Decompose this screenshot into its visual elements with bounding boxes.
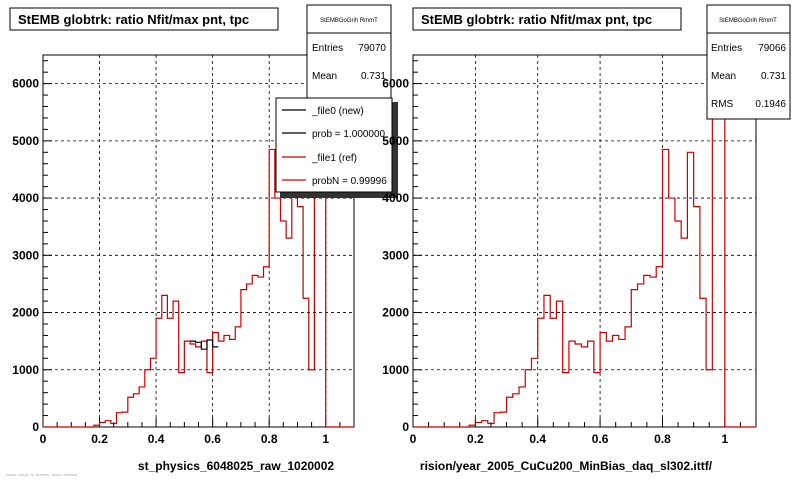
y-tick-label: 5000 <box>12 134 39 148</box>
histogram-series-line <box>413 55 756 427</box>
y-tick-label: 6000 <box>382 77 409 91</box>
y-tick-label: 1000 <box>12 363 39 377</box>
panel-title-right: StEMB globtrk: ratio Nfit/max pnt, tpc <box>421 12 652 27</box>
x-tick-label: 0.2 <box>91 432 108 446</box>
stats-header-left: StEMBGoGrih RmmT <box>320 18 378 24</box>
stats-label-mean-right: Mean <box>711 71 736 82</box>
histogram-series-line <box>190 339 219 350</box>
footer-text: ~~~ ~~~ ~ ~~~~ ~~~ ~~~~ <box>6 473 78 479</box>
panel-title-left: StEMB globtrk: ratio Nfit/max pnt, tpc <box>18 12 249 27</box>
y-tick-label: 4000 <box>12 191 39 205</box>
plot-frame <box>412 54 757 428</box>
title-box-right <box>412 7 682 31</box>
x-tick-label: 0.2 <box>467 432 484 446</box>
panel-left: StEMB globtrk: ratio Nfit/max pnt, tpc 0… <box>9 4 398 473</box>
legend-label-new: _file0 (new) <box>311 106 364 117</box>
y-tick-label: 0 <box>32 420 39 434</box>
x-tick-label: 0 <box>40 432 47 446</box>
x-tick-label: 0.4 <box>529 432 546 446</box>
legend-box <box>275 97 393 193</box>
stats-value-entries-left: 79070 <box>358 43 386 54</box>
histogram-right: 0 0.2 0.4 0.6 0.8 1 0 1000 2000 3000 4000 5000 6000 <box>382 54 757 446</box>
y-tick-label: 6000 <box>12 77 39 91</box>
y-tick-label: 1000 <box>382 363 409 377</box>
stats-value-rms-right: 0.1946 <box>755 99 786 110</box>
x-tick-label: 0.4 <box>148 432 165 446</box>
stats-label-entries-left: Entries <box>312 43 343 54</box>
histogram-left: 0 0.2 0.4 0.6 0.8 1 0 1000 2000 3000 4000 5000 6000 <box>12 54 355 446</box>
stats-label-mean-left: Mean <box>312 71 337 82</box>
x-tick-label: 0.6 <box>592 432 609 446</box>
legend-label-ref: _file1 (ref) <box>311 153 357 164</box>
stats-box-right: StEMBGoGrih RmmT Entries 79066 Mean 0.73… <box>706 4 791 120</box>
stats-header-right: StEMBGoGrih RmmT <box>719 18 777 24</box>
stats-value-entries-right: 79066 <box>758 43 786 54</box>
x-tick-label: 0.6 <box>204 432 221 446</box>
stats-value-mean-right: 0.731 <box>761 71 786 82</box>
y-tick-label: 4000 <box>382 191 409 205</box>
legend-label-prob: prob = 1.000000 <box>312 129 386 140</box>
x-axis-label-left: st_physics_6048025_raw_1020002 <box>138 459 334 473</box>
y-tick-label: 3000 <box>382 248 409 262</box>
y-tick-label: 3000 <box>12 248 39 262</box>
x-tick-label: 1 <box>322 432 329 446</box>
x-tick-label: 0 <box>410 432 417 446</box>
legend-left: _file0 (new) prob = 1.000000 _file1 (ref… <box>275 97 398 198</box>
y-tick-label: 5000 <box>382 134 409 148</box>
x-tick-label: 0.8 <box>654 432 671 446</box>
legend-label-probn: probN = 0.99996 <box>312 176 387 187</box>
stats-label-entries-right: Entries <box>711 43 742 54</box>
panel-right: StEMB globtrk: ratio Nfit/max pnt, tpc 0… <box>382 4 791 473</box>
stats-value-mean-left: 0.731 <box>361 71 386 82</box>
y-tick-label: 2000 <box>382 306 409 320</box>
x-tick-label: 1 <box>721 432 728 446</box>
stats-label-rms-right: RMS <box>711 99 734 110</box>
y-tick-label: 0 <box>402 420 409 434</box>
stats-box-left: StEMBGoGrih RmmT Entries 79070 Mean 0.73… <box>306 4 392 106</box>
y-tick-label: 2000 <box>12 306 39 320</box>
title-box-left <box>9 7 279 31</box>
x-axis-label-right: rision/year_2005_CuCu200_MinBias_daq_sl3… <box>420 459 713 473</box>
x-tick-label: 0.8 <box>261 432 278 446</box>
